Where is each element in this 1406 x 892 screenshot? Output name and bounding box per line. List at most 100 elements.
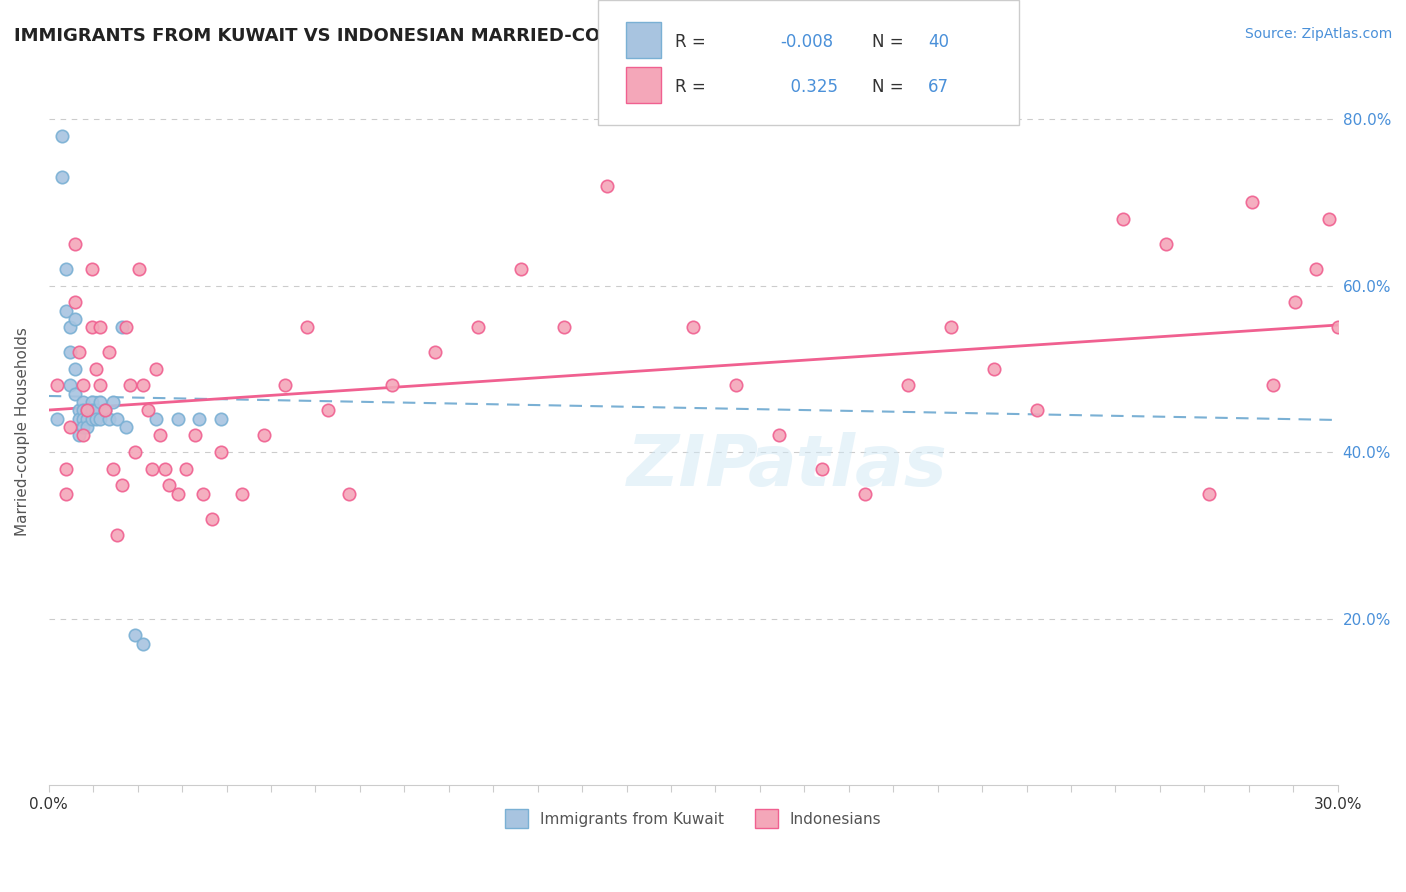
- Point: [97, 411, 120, 425]
- Point: [67, 411, 90, 425]
- Point: [80, 320, 103, 334]
- Point: [1326, 320, 1348, 334]
- Point: [1284, 295, 1306, 310]
- Point: [46, 378, 69, 392]
- Point: [55, 303, 77, 318]
- Point: [63, 295, 86, 310]
- Point: [46, 411, 69, 425]
- Point: [84, 403, 107, 417]
- Point: [67, 345, 90, 359]
- Point: [682, 320, 704, 334]
- Point: [89, 395, 111, 409]
- Point: [84, 411, 107, 425]
- Point: [89, 378, 111, 392]
- Point: [55, 486, 77, 500]
- Point: [1025, 403, 1047, 417]
- Point: [295, 320, 318, 334]
- Point: [166, 486, 188, 500]
- Point: [132, 636, 155, 650]
- Text: Source: ZipAtlas.com: Source: ZipAtlas.com: [1244, 27, 1392, 41]
- Point: [51, 128, 73, 143]
- Point: [153, 461, 176, 475]
- Text: N =: N =: [872, 78, 908, 95]
- Point: [149, 428, 172, 442]
- Point: [1112, 211, 1135, 226]
- Point: [725, 378, 748, 392]
- Point: [93, 403, 115, 417]
- Point: [80, 395, 103, 409]
- Y-axis label: Married-couple Households: Married-couple Households: [15, 326, 30, 536]
- Point: [381, 378, 404, 392]
- Point: [89, 411, 111, 425]
- Point: [467, 320, 489, 334]
- Point: [193, 486, 215, 500]
- Text: -0.008: -0.008: [780, 33, 834, 51]
- Point: [157, 478, 180, 492]
- Point: [111, 320, 134, 334]
- Point: [188, 411, 211, 425]
- Point: [132, 378, 155, 392]
- Point: [983, 361, 1005, 376]
- Point: [1154, 236, 1177, 251]
- Point: [145, 411, 167, 425]
- Point: [811, 461, 834, 475]
- Point: [115, 320, 138, 334]
- Point: [1317, 211, 1340, 226]
- Point: [63, 386, 86, 401]
- Point: [89, 320, 111, 334]
- Text: atlas: atlas: [748, 432, 948, 501]
- Text: 0.325: 0.325: [780, 78, 838, 95]
- Point: [55, 461, 77, 475]
- Text: R =: R =: [675, 33, 711, 51]
- Point: [93, 403, 115, 417]
- Point: [80, 261, 103, 276]
- Point: [201, 511, 224, 525]
- Point: [67, 428, 90, 442]
- Point: [596, 178, 619, 193]
- Point: [80, 403, 103, 417]
- Text: 67: 67: [928, 78, 949, 95]
- Text: N =: N =: [872, 33, 908, 51]
- Text: IMMIGRANTS FROM KUWAIT VS INDONESIAN MARRIED-COUPLE HOUSEHOLDS CORRELATION CHART: IMMIGRANTS FROM KUWAIT VS INDONESIAN MAR…: [14, 27, 1019, 45]
- Point: [72, 395, 94, 409]
- Point: [76, 403, 98, 417]
- Point: [145, 361, 167, 376]
- Text: ZIP: ZIP: [627, 432, 759, 501]
- Point: [252, 428, 274, 442]
- Point: [124, 628, 146, 642]
- Text: 40: 40: [928, 33, 949, 51]
- Point: [67, 403, 90, 417]
- Legend: Immigrants from Kuwait, Indonesians: Immigrants from Kuwait, Indonesians: [499, 803, 887, 834]
- Point: [1305, 261, 1327, 276]
- Text: R =: R =: [675, 78, 711, 95]
- Point: [72, 428, 94, 442]
- Point: [103, 395, 125, 409]
- Point: [51, 170, 73, 185]
- Point: [111, 478, 134, 492]
- Point: [107, 528, 129, 542]
- Point: [84, 361, 107, 376]
- Point: [97, 345, 120, 359]
- Point: [59, 320, 82, 334]
- Point: [59, 345, 82, 359]
- Point: [72, 411, 94, 425]
- Point: [115, 420, 138, 434]
- Point: [72, 420, 94, 434]
- Point: [76, 420, 98, 434]
- Point: [339, 486, 361, 500]
- Point: [55, 261, 77, 276]
- Point: [1263, 378, 1285, 392]
- Point: [231, 486, 253, 500]
- Point: [553, 320, 575, 334]
- Point: [1240, 195, 1263, 210]
- Point: [174, 461, 197, 475]
- Point: [853, 486, 876, 500]
- Point: [128, 261, 150, 276]
- Point: [939, 320, 962, 334]
- Point: [166, 411, 188, 425]
- Point: [80, 411, 103, 425]
- Point: [897, 378, 920, 392]
- Point: [72, 403, 94, 417]
- Point: [59, 420, 82, 434]
- Point: [141, 461, 163, 475]
